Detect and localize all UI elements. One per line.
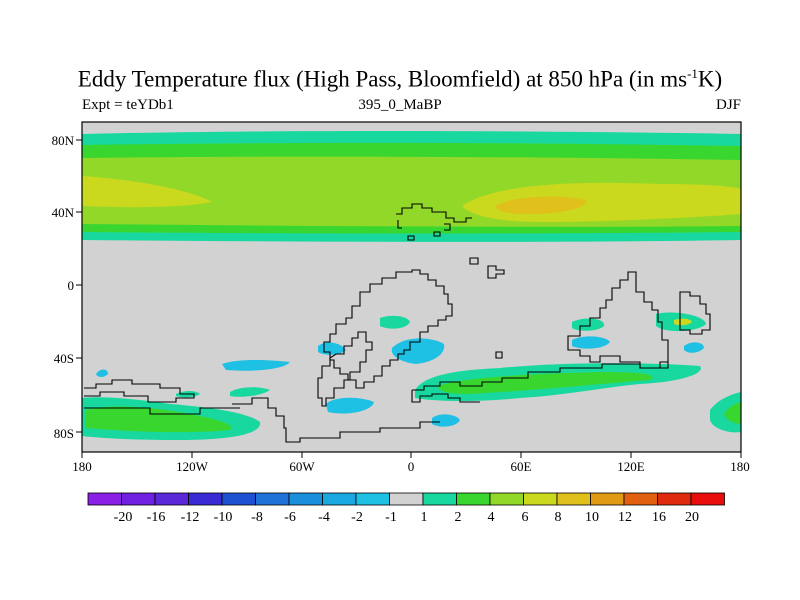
- colorbar-swatch-3: [154, 492, 189, 506]
- plot-title-text: Eddy Temperature flux (High Pass, Bloomf…: [77, 66, 688, 92]
- band-yellow-west: [82, 176, 212, 208]
- coast-nz: [679, 291, 711, 335]
- map-ticks: [76, 139, 742, 458]
- coast-australia: [567, 271, 669, 369]
- lat-label-40s: 40S: [53, 351, 74, 366]
- patch-teal-s1: [380, 315, 410, 329]
- patch-cyan-6: [432, 414, 460, 427]
- colorbar-swatch-14: [523, 492, 558, 506]
- patch-cyan-5: [326, 397, 374, 414]
- colorbar-label-7: -4: [318, 510, 330, 525]
- colorbar-swatch-11: [422, 492, 457, 506]
- colorbar-swatch-12: [456, 492, 491, 506]
- lon-label-0: 0: [407, 459, 415, 474]
- patch-cyan-2: [222, 360, 290, 371]
- run-label: 395_0_MaBP: [358, 97, 442, 113]
- patch-green-s7: [724, 402, 741, 424]
- colorbar-label-16: 12: [618, 510, 632, 525]
- colorbar-swatch-17: [623, 492, 658, 506]
- colorbar-label-1: -20: [113, 510, 133, 525]
- colorbar-swatch-16: [590, 492, 625, 506]
- colorbar-label-13: 6: [521, 510, 529, 525]
- colorbar-label-5: -8: [251, 510, 263, 525]
- band-orange-core: [496, 196, 587, 214]
- lon-label-120e: 120E: [617, 459, 645, 474]
- colorbar-swatch-4: [188, 492, 223, 506]
- colorbar-swatch-8: [322, 492, 357, 506]
- colorbar-label-15: 10: [585, 510, 599, 525]
- patch-teal-s5: [230, 387, 270, 397]
- colorbar-label-9: -1: [385, 510, 397, 525]
- plot-title-superscript: -1: [687, 66, 698, 81]
- patch-cyan-1: [96, 369, 108, 377]
- colorbar-swatch-6: [255, 492, 290, 506]
- colorbar-label-8: -2: [351, 510, 363, 525]
- colorbar-label-18: 20: [685, 510, 699, 525]
- colorbar-swatch-19: [690, 492, 725, 506]
- coast-south-east: [411, 362, 669, 403]
- colorbar-label-17: 16: [652, 510, 666, 525]
- colorbar-swatch-18: [657, 492, 692, 506]
- patch-cyan-4: [391, 338, 445, 364]
- colorbar-swatch-13: [489, 492, 524, 506]
- lon-label-180w: 180: [72, 459, 92, 474]
- coast-madagascar: [469, 257, 505, 359]
- colorbar-swatch-5: [221, 492, 256, 506]
- experiment-label: Expt = teYDb1: [82, 97, 174, 113]
- colorbar: [87, 492, 725, 506]
- coastlines: [84, 203, 711, 443]
- plot-title-unit: K): [697, 66, 723, 92]
- coast-antarctica-west: [84, 379, 440, 443]
- colorbar-swatch-1: [87, 492, 122, 506]
- lon-label-180e: 180: [730, 459, 750, 474]
- colorbar-label-6: -6: [284, 510, 296, 525]
- lat-label-80s: 80S: [53, 426, 74, 441]
- coast-south-america: [317, 331, 373, 407]
- lat-label-40n: 40N: [51, 205, 74, 220]
- patch-yellow-s3: [674, 318, 692, 326]
- lon-label-120w: 120W: [176, 459, 208, 474]
- colorbar-swatch-10: [389, 492, 424, 506]
- colorbar-label-10: 1: [420, 510, 428, 525]
- band-green-south: [86, 406, 231, 433]
- lon-label-60e: 60E: [510, 459, 532, 474]
- colorbar-swatch-2: [121, 492, 156, 506]
- colorbar-swatch-9: [355, 492, 390, 506]
- colorbar-label-4: -10: [213, 510, 233, 525]
- colorbar-label-12: 4: [487, 510, 495, 525]
- colorbar-label-2: -16: [146, 510, 166, 525]
- colorbar-label-11: 2: [454, 510, 462, 525]
- lat-label-0: 0: [67, 278, 75, 293]
- patch-cyan-8: [684, 342, 704, 353]
- lon-label-60w: 60W: [289, 459, 315, 474]
- plot-title: Eddy Temperature flux (High Pass, Bloomf…: [0, 66, 800, 93]
- season-label: DJF: [715, 97, 741, 113]
- patch-green-s4: [438, 372, 653, 394]
- colorbar-swatch-15: [556, 492, 591, 506]
- coast-africa-europe: [323, 203, 472, 389]
- colorbar-swatch-7: [288, 492, 323, 506]
- lat-label-80n: 80N: [51, 133, 74, 148]
- patch-cyan-7: [572, 336, 610, 349]
- colorbar-label-14: 8: [554, 510, 562, 525]
- colorbar-label-3: -12: [180, 510, 200, 525]
